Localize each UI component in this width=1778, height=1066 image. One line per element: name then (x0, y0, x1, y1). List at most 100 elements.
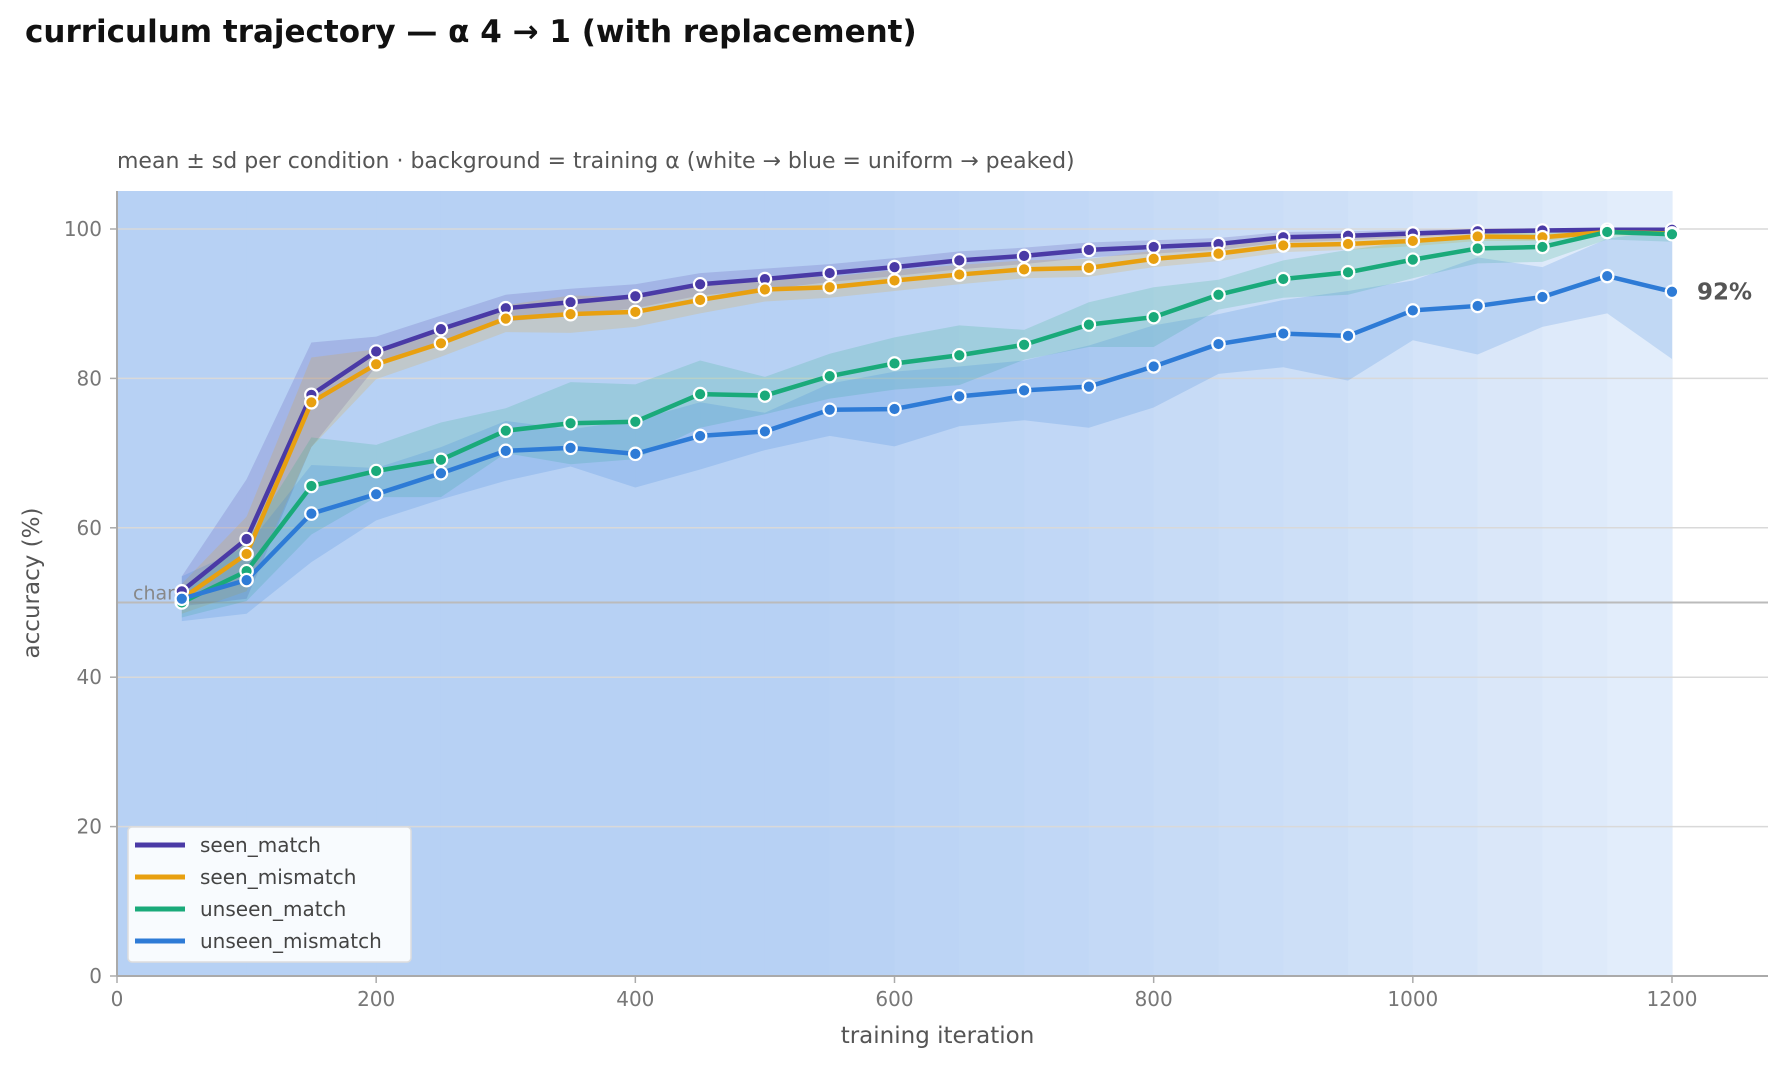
point-unseen_match (1470, 241, 1485, 256)
point-seen_match (822, 265, 838, 281)
point-seen_mismatch (563, 306, 578, 322)
x-tick-label: 600 (875, 987, 913, 1011)
alpha-strip (700, 191, 766, 976)
alpha-strip (1153, 191, 1220, 976)
point-seen_mismatch (628, 304, 643, 320)
alpha-strip (1542, 191, 1608, 976)
point-unseen_match (563, 415, 578, 431)
point-unseen_mismatch (1211, 336, 1226, 352)
point-unseen_match (628, 414, 643, 430)
legend-label-unseen_mismatch: unseen_mismatch (200, 929, 382, 953)
point-unseen_mismatch (1016, 383, 1032, 398)
x-tick-label: 1000 (1387, 987, 1438, 1011)
alpha-strip (1283, 191, 1349, 976)
alpha-strip (959, 191, 1025, 976)
point-unseen_match (1535, 239, 1550, 255)
line-seen_match (179, 227, 1675, 594)
alpha-strip (1218, 191, 1284, 976)
sd-band-unseen_match (181, 229, 1673, 618)
point-seen_mismatch (1470, 229, 1485, 244)
point-unseen_mismatch (1275, 326, 1291, 341)
point-unseen_mismatch (368, 486, 384, 502)
y-tick-label: 40 (77, 665, 102, 689)
point-unseen_mismatch (174, 591, 190, 607)
point-unseen_mismatch (951, 389, 967, 404)
point-unseen_mismatch (822, 402, 838, 418)
y-tick-label: 80 (77, 366, 102, 390)
point-unseen_match (757, 388, 773, 403)
series-markers (174, 222, 1680, 610)
x-tick-label: 400 (616, 987, 654, 1011)
point-unseen_match (887, 356, 902, 371)
point-unseen_match (1599, 224, 1615, 240)
alpha-strip (1024, 191, 1090, 976)
point-seen_match (433, 321, 449, 337)
point-seen_match (239, 531, 254, 547)
point-seen_mismatch (304, 395, 319, 410)
x-axis-label: training iteration (841, 1023, 1035, 1049)
point-unseen_match (1405, 252, 1421, 267)
point-seen_mismatch (239, 546, 254, 562)
point-unseen_mismatch (1664, 284, 1680, 300)
point-unseen_mismatch (1081, 379, 1097, 394)
point-unseen_match (304, 478, 319, 494)
alpha-strip (829, 191, 896, 976)
point-unseen_mismatch (1405, 303, 1421, 318)
point-seen_mismatch (1340, 236, 1356, 252)
point-unseen_mismatch (757, 424, 773, 439)
point-unseen_match (1275, 271, 1291, 287)
point-seen_match (368, 344, 384, 359)
alpha-strip (764, 191, 831, 976)
x-tick-label: 1200 (1647, 987, 1698, 1011)
point-unseen_match (1146, 309, 1161, 325)
point-unseen_mismatch (887, 401, 902, 417)
chart-title: curriculum trajectory — α 4 → 1 (with re… (25, 14, 917, 50)
alpha-strip (505, 191, 572, 976)
point-unseen_match (822, 368, 838, 384)
point-seen_mismatch (692, 292, 708, 308)
point-seen_mismatch (951, 267, 967, 282)
x-tick-label: 0 (111, 987, 124, 1011)
y-tick-label: 0 (89, 964, 102, 988)
point-seen_mismatch (822, 279, 838, 295)
x-tick-label: 800 (1135, 987, 1173, 1011)
line-unseen_match (179, 229, 1675, 605)
point-unseen_match (692, 386, 708, 402)
y-axis-label: accuracy (%) (19, 508, 45, 659)
point-unseen_mismatch (304, 506, 319, 521)
alpha-strip (894, 191, 960, 976)
point-unseen_match (433, 452, 449, 468)
legend-box (127, 826, 412, 963)
x-tick-label: 200 (357, 987, 395, 1011)
point-unseen_mismatch (628, 446, 643, 462)
point-unseen_mismatch (433, 465, 449, 481)
point-unseen_match (951, 347, 967, 363)
point-unseen_mismatch (1470, 298, 1485, 314)
point-seen_mismatch (1211, 246, 1226, 261)
point-seen_match (1016, 248, 1032, 264)
point-unseen_mismatch (1535, 289, 1550, 305)
alpha-strip (1477, 191, 1544, 976)
point-unseen_mismatch (1146, 359, 1161, 374)
y-tick-label: 20 (77, 815, 102, 839)
point-seen_match (887, 259, 902, 275)
y-tick-label: 60 (77, 516, 102, 540)
point-seen_mismatch (1016, 262, 1032, 277)
point-seen_match (692, 276, 708, 292)
point-seen_match (1146, 239, 1161, 255)
point-seen_mismatch (1275, 238, 1291, 253)
point-seen_mismatch (1405, 233, 1421, 249)
point-seen_mismatch (498, 311, 514, 326)
point-unseen_match (498, 423, 514, 438)
point-seen_mismatch (368, 356, 384, 372)
legend: seen_match seen_mismatch unseen_matchunsee… (127, 826, 412, 963)
point-unseen_match (1211, 287, 1226, 303)
legend-label-unseen_match: unseen_match (200, 897, 346, 921)
point-unseen_mismatch (1340, 328, 1356, 344)
point-seen_match (951, 253, 967, 268)
point-seen_mismatch (1081, 260, 1097, 276)
alpha-strip (570, 191, 636, 976)
point-unseen_mismatch (498, 443, 514, 459)
